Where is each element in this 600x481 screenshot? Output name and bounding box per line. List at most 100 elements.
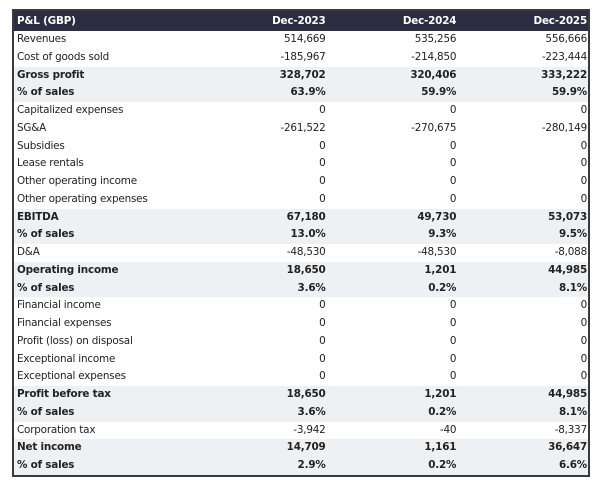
row-label: Capitalized expenses bbox=[17, 104, 124, 116]
table-row: EBITDA 67,180 49,730 53,073 bbox=[13, 208, 589, 227]
row-value: 0 bbox=[580, 104, 588, 116]
row-value: 67,180 bbox=[195, 208, 327, 227]
header-dec-2025: Dec-2025 bbox=[457, 10, 589, 31]
row-value: -8,337 bbox=[554, 423, 587, 436]
table-row: Operating income 18,650 1,201 44,985 bbox=[13, 261, 589, 280]
row-label: D&A bbox=[17, 246, 40, 258]
row-value: -48,530 bbox=[286, 246, 326, 258]
row-value: -261,522 bbox=[280, 121, 326, 134]
table-body: Revenues 514,669 535,256 556,666 Cost of goo… bbox=[13, 31, 589, 476]
row-label: Net income bbox=[13, 439, 196, 457]
row-value: 2.9% bbox=[195, 457, 327, 476]
row-label: Gross profit bbox=[13, 66, 196, 85]
row-value: 333,222 bbox=[457, 66, 589, 85]
row-value: 0 bbox=[580, 352, 588, 365]
row-value: 0 bbox=[580, 192, 588, 205]
row-value: 0 bbox=[319, 139, 326, 152]
row-label: Corporation tax bbox=[17, 423, 96, 436]
row-value: -223,444 bbox=[541, 50, 587, 63]
row-label: EBITDA bbox=[13, 208, 196, 227]
row-value: 0 bbox=[580, 157, 588, 170]
row-value: 18,650 bbox=[195, 386, 327, 404]
row-value: 63.9% bbox=[195, 84, 327, 102]
table-row: Revenues 514,669 535,256 556,666 bbox=[13, 31, 589, 49]
header-dec-2024: Dec-2024 bbox=[326, 10, 458, 31]
row-label: % of sales bbox=[13, 403, 196, 422]
row-value: -270,675 bbox=[411, 121, 457, 134]
row-label: % of sales bbox=[13, 226, 196, 244]
row-value: 0.2% bbox=[326, 403, 458, 422]
row-label: % of sales bbox=[13, 84, 196, 102]
row-value: 0 bbox=[449, 299, 457, 312]
table-row: Gross profit 328,702 320,406 333,222 bbox=[13, 66, 589, 85]
row-value: 0 bbox=[319, 104, 326, 116]
row-value: -48,530 bbox=[417, 246, 457, 258]
row-value: -280,149 bbox=[541, 121, 587, 134]
row-label: Subsidies bbox=[17, 139, 65, 152]
row-value: 0 bbox=[319, 317, 326, 329]
row-value: 0 bbox=[319, 157, 326, 170]
row-value: 535,256 bbox=[414, 33, 457, 45]
row-value: 328,702 bbox=[195, 66, 327, 85]
row-value: -185,967 bbox=[280, 50, 326, 63]
row-label: % of sales bbox=[13, 279, 196, 298]
row-value: 0 bbox=[449, 317, 457, 329]
row-value: 1,201 bbox=[326, 261, 458, 280]
header-label: P&L (GBP) bbox=[13, 10, 196, 31]
row-value: 514,669 bbox=[284, 33, 326, 45]
row-value: 0 bbox=[580, 139, 588, 152]
row-value: 0 bbox=[580, 317, 588, 329]
table-row: % of sales 13.0% 9.3% 9.5% bbox=[13, 226, 589, 244]
table-row: Profit (loss) on disposal 0 0 0 bbox=[13, 333, 589, 351]
row-label: Exceptional expenses bbox=[17, 370, 126, 383]
row-label: Profit before tax bbox=[13, 386, 196, 404]
row-value: 0 bbox=[449, 192, 457, 205]
row-value: 44,985 bbox=[457, 261, 589, 280]
row-label: % of sales bbox=[13, 457, 196, 476]
row-label: Other operating income bbox=[17, 175, 137, 187]
row-label: Other operating expenses bbox=[17, 192, 148, 205]
table-row: Other operating expenses 0 0 0 bbox=[13, 191, 589, 209]
row-value: 3.6% bbox=[195, 403, 327, 422]
row-label: Cost of goods sold bbox=[17, 50, 109, 63]
table-row: % of sales 2.9% 0.2% 6.6% bbox=[13, 457, 589, 476]
table-row: Other operating income 0 0 0 bbox=[13, 173, 589, 191]
row-label: Revenues bbox=[17, 33, 67, 45]
row-value: 0 bbox=[319, 352, 326, 365]
row-value: 0 bbox=[449, 139, 457, 152]
row-value: 44,985 bbox=[457, 386, 589, 404]
table-row: % of sales 63.9% 59.9% 59.9% bbox=[13, 84, 589, 102]
row-value: 59.9% bbox=[457, 84, 589, 102]
row-value: 0 bbox=[449, 370, 457, 383]
row-label: Operating income bbox=[13, 261, 196, 280]
row-value: 3.6% bbox=[195, 279, 327, 298]
row-value: 9.5% bbox=[457, 226, 589, 244]
pl-table: P&L (GBP) Dec-2023 Dec-2024 Dec-2025 Rev… bbox=[12, 9, 590, 477]
table-row: Net income 14,709 1,161 36,647 bbox=[13, 439, 589, 457]
row-value: 8.1% bbox=[457, 279, 589, 298]
row-value: 0.2% bbox=[326, 457, 458, 476]
row-value: 59.9% bbox=[326, 84, 458, 102]
row-value: 18,650 bbox=[195, 261, 327, 280]
table-row: Exceptional income 0 0 0 bbox=[13, 351, 589, 369]
row-value: 13.0% bbox=[195, 226, 327, 244]
row-value: 0 bbox=[580, 370, 588, 383]
row-label: Profit (loss) on disposal bbox=[17, 334, 133, 347]
table-row: Exceptional expenses 0 0 0 bbox=[13, 368, 589, 386]
table-row: Corporation tax -3,942 -40 -8,337 bbox=[13, 422, 589, 440]
row-value: 0 bbox=[319, 299, 326, 312]
row-value: 6.6% bbox=[457, 457, 589, 476]
row-value: -3,942 bbox=[293, 423, 326, 436]
table-row: % of sales 3.6% 0.2% 8.1% bbox=[13, 403, 589, 422]
table-row: Financial income 0 0 0 bbox=[13, 297, 589, 315]
row-value: 0 bbox=[449, 157, 457, 170]
row-value: 320,406 bbox=[326, 66, 458, 85]
row-value: 0 bbox=[580, 175, 588, 187]
row-value: 0 bbox=[319, 370, 326, 383]
row-label: SG&A bbox=[17, 121, 47, 134]
header-dec-2023: Dec-2023 bbox=[195, 10, 327, 31]
table-row: SG&A -261,522 -270,675 -280,149 bbox=[13, 120, 589, 138]
table-row: Lease rentals 0 0 0 bbox=[13, 155, 589, 173]
row-value: 8.1% bbox=[457, 403, 589, 422]
row-label: Lease rentals bbox=[17, 157, 84, 170]
